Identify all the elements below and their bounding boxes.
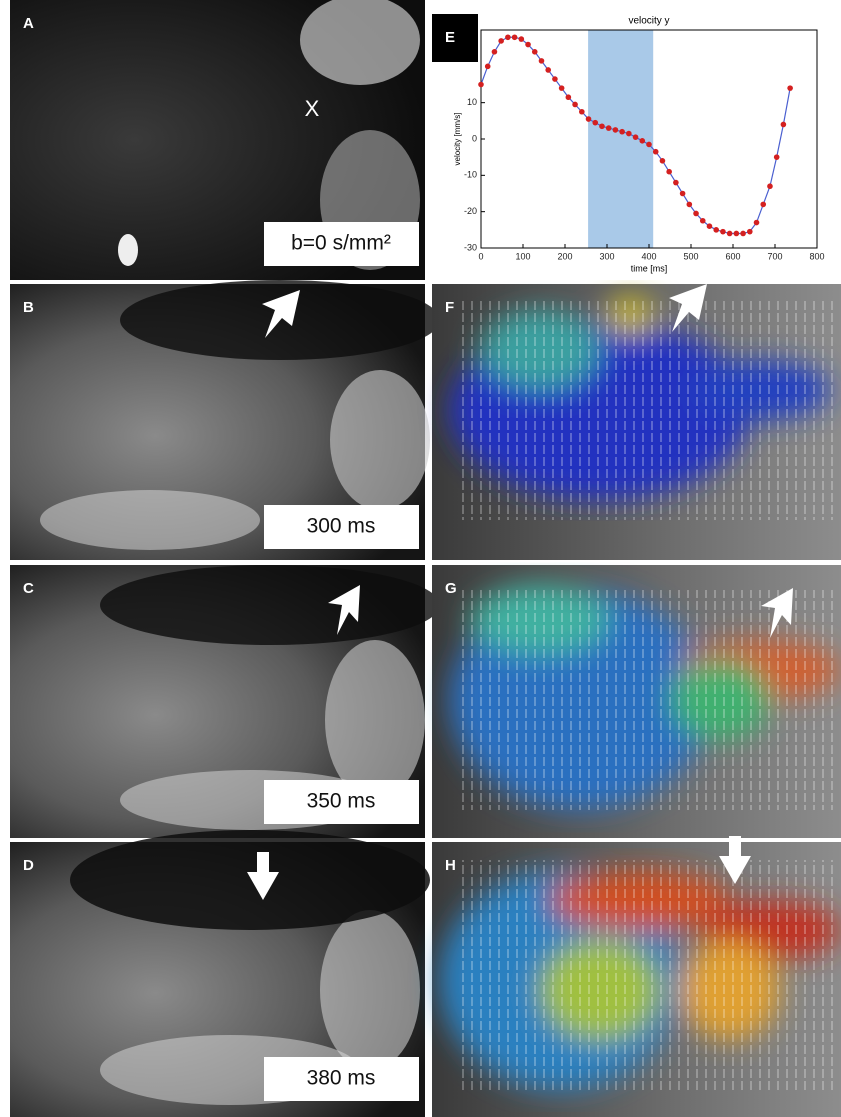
x-tick-label: 600: [725, 251, 740, 261]
panel-label: E: [445, 29, 455, 46]
panel-label: H: [445, 857, 456, 874]
data-point: [767, 183, 773, 189]
y-tick-label: -30: [464, 242, 477, 252]
data-point: [492, 49, 498, 55]
data-point: [774, 154, 780, 160]
x-tick-label: 100: [515, 251, 530, 261]
data-point: [566, 94, 572, 100]
data-point: [606, 125, 612, 131]
x-tick-label: 400: [641, 251, 656, 261]
x-tick-label: 0: [478, 251, 483, 261]
data-point: [592, 120, 598, 126]
data-point: [619, 129, 625, 135]
data-point: [781, 122, 787, 128]
panel-label: G: [445, 580, 457, 597]
data-point: [734, 231, 740, 237]
x-tick-label: 300: [599, 251, 614, 261]
data-point: [680, 191, 686, 197]
data-point: [693, 211, 699, 217]
data-point: [727, 231, 733, 237]
panel-h: [432, 842, 841, 1117]
x-tick-label: 700: [767, 251, 782, 261]
panel-label: F: [445, 299, 454, 316]
data-point: [787, 85, 793, 91]
data-point: [760, 202, 766, 208]
data-point: [552, 76, 558, 82]
data-point: [626, 131, 632, 137]
caption: b=0 s/mm²: [291, 232, 391, 255]
data-point: [519, 36, 525, 42]
panel-label: B: [23, 299, 34, 316]
data-point: [545, 67, 551, 73]
x-tick-label: 800: [809, 251, 824, 261]
y-tick-label: -10: [464, 170, 477, 180]
data-point: [613, 127, 619, 133]
data-point: [512, 34, 518, 40]
caption: 380 ms: [307, 1067, 376, 1090]
data-point: [599, 123, 605, 129]
data-point: [720, 229, 726, 235]
data-point: [707, 223, 713, 229]
marker-label: X: [305, 96, 320, 121]
data-point: [673, 180, 679, 186]
data-point: [586, 116, 592, 122]
data-point: [646, 142, 652, 148]
data-point: [485, 64, 491, 70]
figure: X Ab=0 s/mm² B 300 ms C 350 ms D 380 ms E F G H 0 10…: [0, 0, 841, 1117]
panel-label: D: [23, 857, 34, 874]
data-point: [525, 42, 531, 48]
data-point: [579, 109, 585, 115]
data-point: [639, 138, 645, 144]
data-point: [687, 202, 693, 208]
data-point: [660, 158, 666, 164]
data-point: [478, 82, 484, 88]
page: X Ab=0 s/mm² B 300 ms C 350 ms D 380 ms E F G H 0 10…: [0, 0, 841, 1117]
chart-title: velocity y: [628, 16, 669, 27]
data-point: [713, 227, 719, 233]
x-axis-label: time [ms]: [631, 263, 668, 273]
y-axis-label: velocity [mm/s]: [453, 113, 462, 166]
y-tick-label: 0: [472, 133, 477, 143]
caption: 350 ms: [307, 790, 376, 813]
data-point: [539, 58, 545, 64]
data-point: [505, 34, 511, 40]
data-point: [747, 229, 753, 235]
caption: 300 ms: [307, 515, 376, 538]
x-tick-label: 200: [557, 251, 572, 261]
data-point: [653, 149, 659, 155]
data-point: [572, 102, 578, 108]
y-tick-label: 10: [467, 97, 477, 107]
data-point: [700, 218, 706, 224]
panel-f: [432, 284, 841, 560]
data-point: [740, 231, 746, 237]
data-point: [532, 49, 538, 55]
data-point: [754, 220, 760, 226]
data-point: [559, 85, 565, 91]
x-tick-label: 500: [683, 251, 698, 261]
data-point: [498, 38, 504, 44]
data-point: [633, 134, 639, 140]
panel-label: C: [23, 580, 34, 597]
y-tick-label: -20: [464, 206, 477, 216]
panel-label: A: [23, 15, 34, 32]
data-point: [666, 169, 672, 175]
